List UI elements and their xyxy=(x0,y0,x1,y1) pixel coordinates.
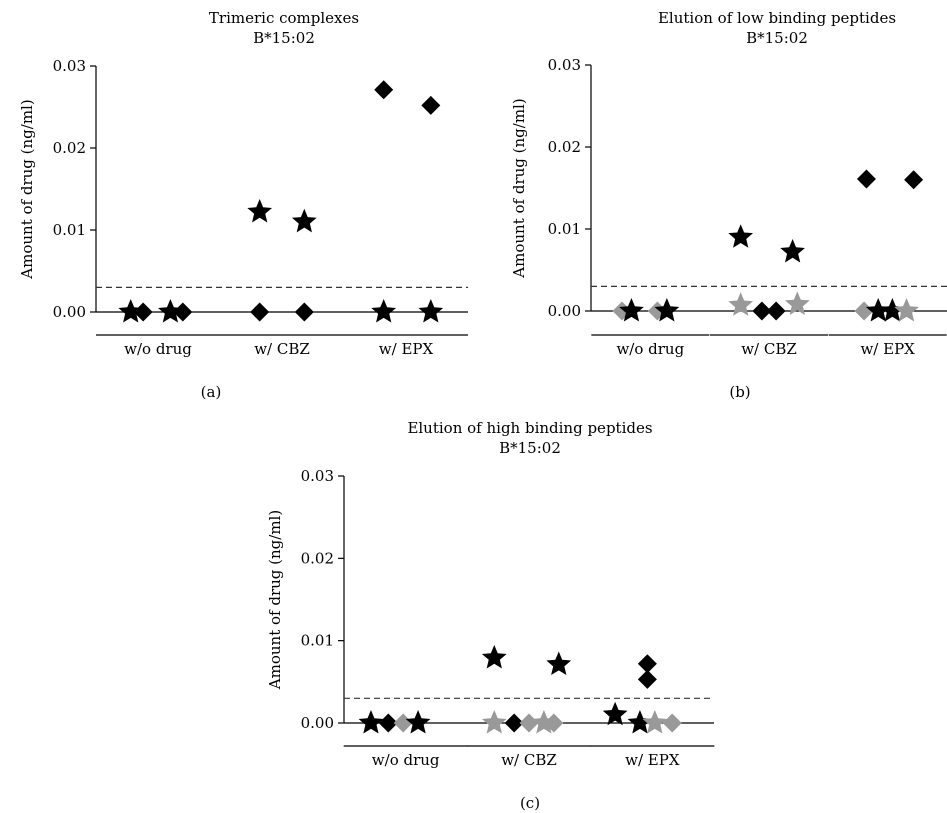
data-point-star xyxy=(291,208,317,233)
data-point-star xyxy=(358,710,384,734)
data-point-star xyxy=(894,298,919,322)
data-point-star xyxy=(247,198,273,223)
data-point-diamond xyxy=(250,302,270,322)
chart-title: Trimeric complexes xyxy=(209,9,359,27)
y-tick-label: 0.02 xyxy=(53,139,86,157)
chart-panel-c: Elution of high binding peptides B*15:02 0… xyxy=(266,419,715,812)
x-category-label: w/ CBZ xyxy=(741,340,797,358)
chart-subtitle: B*15:02 xyxy=(499,439,561,457)
data-point-star xyxy=(728,224,754,248)
x-category-label: w/ CBZ xyxy=(254,340,310,358)
y-tick-label: 0.03 xyxy=(548,56,581,74)
data-point-diamond xyxy=(393,713,413,733)
data-point-star xyxy=(371,299,397,323)
y-tick-label: 0.01 xyxy=(548,220,581,238)
data-point-diamond xyxy=(378,713,398,733)
y-axis-label: Amount of drug (ng/ml) xyxy=(18,99,36,279)
data-point-diamond xyxy=(421,95,441,115)
data-point-star xyxy=(405,710,431,734)
data-point-star xyxy=(880,298,905,322)
data-point-diamond xyxy=(766,301,786,321)
data-point-diamond xyxy=(637,654,657,674)
data-point-diamond xyxy=(856,169,876,189)
data-point-star xyxy=(784,291,810,315)
data-point-star xyxy=(642,710,668,734)
y-tick-label: 0.03 xyxy=(301,467,334,485)
x-category-label: w/o drug xyxy=(124,340,192,358)
data-point-diamond xyxy=(504,713,524,733)
x-category-label: w/ CBZ xyxy=(501,751,557,769)
y-tick-label: 0.01 xyxy=(53,221,86,239)
data-point-star xyxy=(481,710,507,734)
chart-title: Elution of low binding peptides xyxy=(658,9,896,27)
data-point-diamond xyxy=(662,713,682,733)
data-point-star xyxy=(627,710,653,734)
x-category-label: w/o drug xyxy=(372,751,440,769)
data-point-star xyxy=(418,299,444,323)
panel-label: (a) xyxy=(201,383,222,401)
panel-label: (b) xyxy=(729,383,750,401)
data-point-diamond xyxy=(854,301,874,321)
y-axis-label: Amount of drug (ng/ml) xyxy=(510,98,528,278)
chart-panel-b: Elution of low binding peptides B*15:02 0.… xyxy=(510,9,947,401)
x-category-label: w/ EPX xyxy=(860,340,915,358)
y-tick-label: 0.02 xyxy=(301,549,334,567)
data-point-diamond xyxy=(374,80,394,100)
data-point-star xyxy=(158,299,183,323)
y-axis-label: Amount of drug (ng/ml) xyxy=(266,510,284,690)
data-point-star xyxy=(481,644,507,669)
chart-subtitle: B*15:02 xyxy=(746,29,808,47)
y-tick-label: 0.00 xyxy=(548,302,581,320)
data-point-star xyxy=(118,299,144,323)
data-point-diamond xyxy=(173,302,193,322)
data-point-star xyxy=(728,292,754,316)
y-tick-label: 0.00 xyxy=(301,714,334,732)
data-point-diamond xyxy=(637,669,657,689)
y-tick-label: 0.00 xyxy=(53,303,86,321)
y-tick-label: 0.02 xyxy=(548,138,581,156)
data-point-diamond xyxy=(294,302,314,322)
chart-panel-a: Trimeric complexes B*15:02 0.00 0.01 0.02 0.0… xyxy=(18,9,468,401)
x-category-label: w/ EPX xyxy=(379,340,434,358)
data-point-diamond xyxy=(133,302,153,322)
data-point-diamond xyxy=(752,301,772,321)
x-category-label: w/ EPX xyxy=(625,751,680,769)
data-point-diamond xyxy=(904,170,924,190)
y-tick-label: 0.03 xyxy=(53,57,86,75)
data-point-star xyxy=(619,298,644,322)
data-point-star xyxy=(602,701,628,726)
data-point-star xyxy=(546,651,572,676)
panel-label: (c) xyxy=(520,794,540,812)
chart-subtitle: B*15:02 xyxy=(253,29,315,47)
data-point-diamond xyxy=(544,713,564,733)
data-point-diamond xyxy=(519,713,539,733)
x-category-label: w/o drug xyxy=(616,340,684,358)
chart-title: Elution of high binding peptides xyxy=(407,419,652,437)
data-point-star xyxy=(654,298,680,322)
data-point-star xyxy=(780,238,805,263)
data-point-star xyxy=(865,298,891,322)
y-tick-label: 0.01 xyxy=(301,632,334,650)
